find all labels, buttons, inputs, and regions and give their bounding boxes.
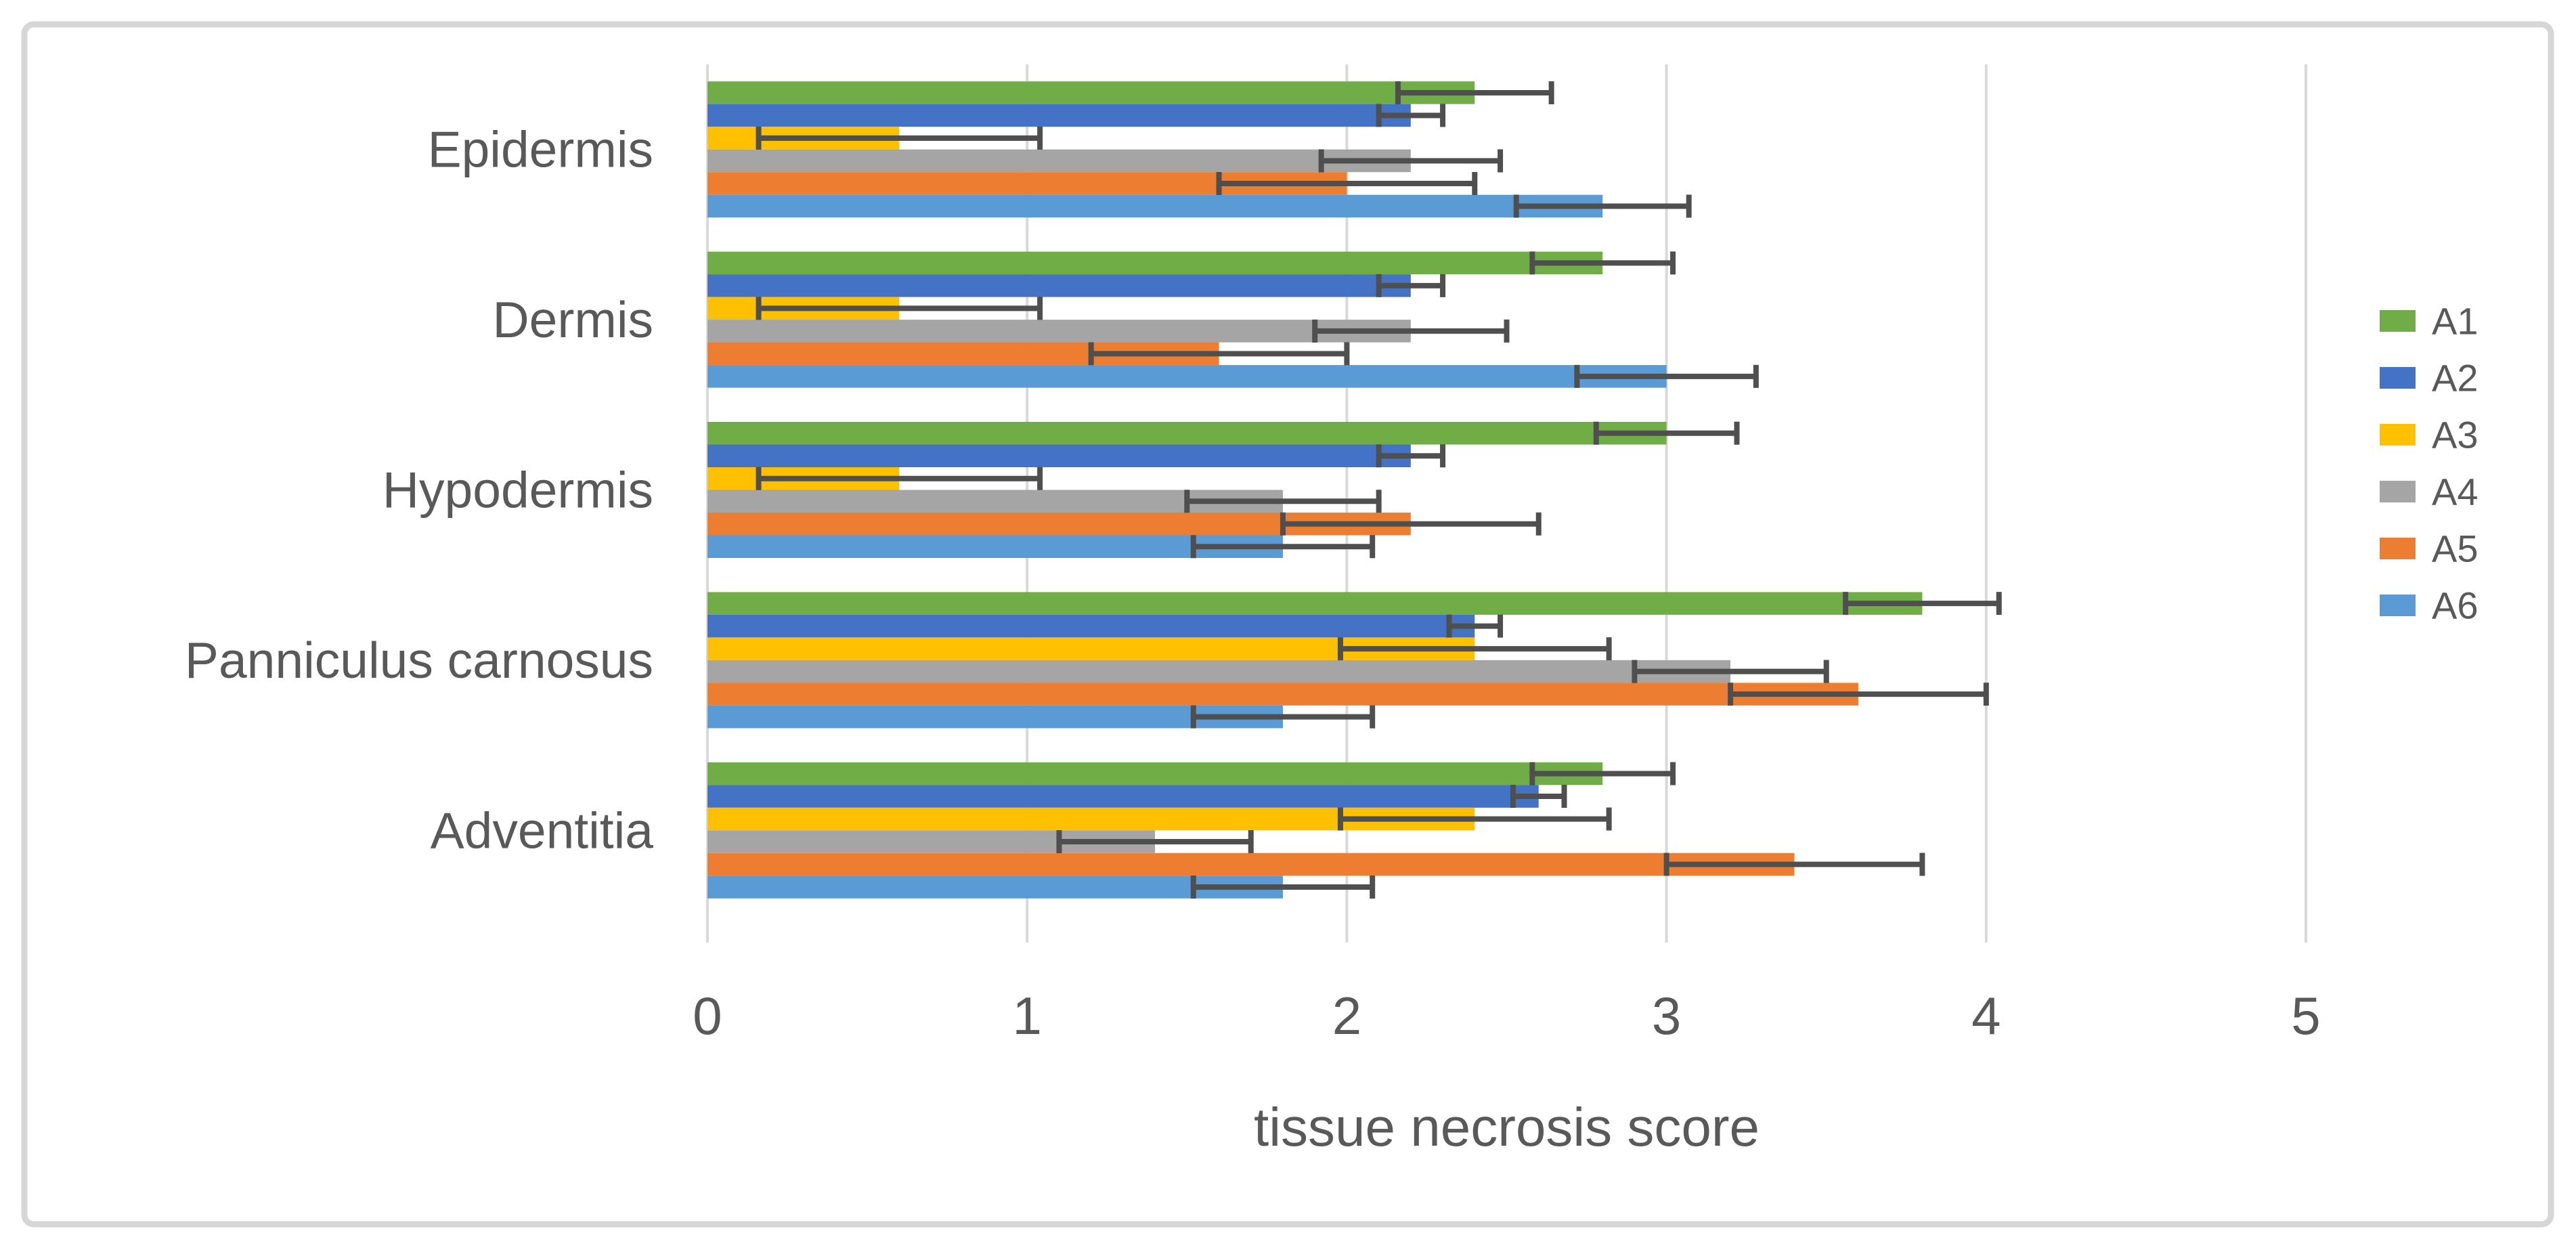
bar-A1	[707, 762, 1603, 785]
bar-A6	[707, 535, 1283, 558]
x-axis-title: tissue necrosis score	[1254, 1097, 1760, 1157]
bar-A2	[707, 614, 1475, 638]
legend-swatch-A4	[2380, 481, 2416, 502]
bar-A6	[707, 365, 1667, 388]
category-label: Hypodermis	[383, 462, 653, 519]
category-label: Dermis	[493, 291, 654, 348]
bar-A6	[707, 705, 1283, 729]
legend-label-A3: A3	[2432, 414, 2479, 456]
x-tick-label: 2	[1332, 986, 1361, 1046]
bar-A1	[707, 592, 1923, 615]
legend-swatch-A6	[2380, 595, 2416, 616]
bar-A4	[707, 660, 1731, 683]
legend-swatch-A2	[2380, 367, 2416, 389]
chart-border	[21, 21, 2554, 1228]
bar-A2	[707, 274, 1411, 297]
x-tick-label: 3	[1652, 986, 1681, 1046]
x-tick-label: 0	[693, 986, 722, 1046]
legend-swatch-A3	[2380, 424, 2416, 446]
legend-label-A4: A4	[2432, 471, 2479, 513]
bar-A2	[707, 785, 1539, 808]
bar-A1	[707, 251, 1603, 275]
x-tick-label: 1	[1013, 986, 1042, 1046]
bar-A5	[707, 853, 1795, 876]
legend-label-A5: A5	[2432, 527, 2479, 570]
bar-A6	[707, 876, 1283, 899]
bar-A4	[707, 320, 1411, 343]
x-tick-label: 4	[1971, 986, 2001, 1046]
bar-A2	[707, 104, 1411, 127]
legend-label-A2: A2	[2432, 357, 2479, 400]
legend-label-A1: A1	[2432, 300, 2479, 343]
bar-A4	[707, 149, 1411, 173]
category-label: Panniculus carnosus	[185, 632, 653, 689]
x-tick-label: 5	[2291, 986, 2320, 1046]
bar-A1	[707, 422, 1667, 445]
legend-swatch-A1	[2380, 310, 2416, 332]
legend-swatch-A5	[2380, 538, 2416, 559]
category-label: Epidermis	[428, 121, 653, 178]
bar-A6	[707, 194, 1603, 218]
legend-label-A6: A6	[2432, 584, 2479, 627]
category-label: Adventitia	[431, 802, 654, 859]
bar-A2	[707, 444, 1411, 467]
bar-A1	[707, 81, 1475, 104]
bar-A5	[707, 683, 1858, 706]
